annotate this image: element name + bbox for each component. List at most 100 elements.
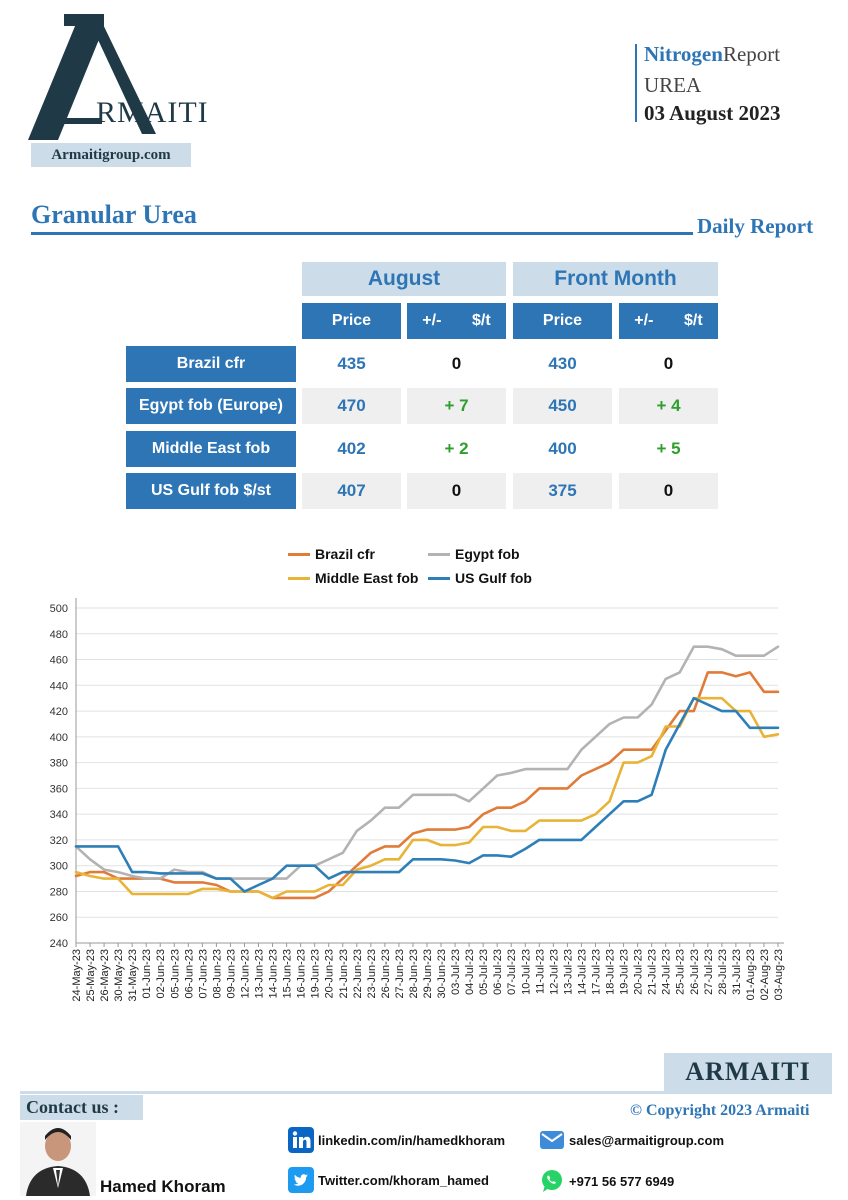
- x-tick-label: 19-Jul-23: [619, 949, 631, 995]
- x-tick-label: 03-Jul-23: [450, 949, 462, 995]
- y-tick-label: 300: [50, 861, 68, 873]
- x-tick-label: 19-Jun-23: [310, 949, 322, 999]
- website-label: Armaitigroup.com: [31, 143, 191, 167]
- x-tick-label: 12-Jun-23: [239, 949, 251, 999]
- x-tick-label: 11-Jul-23: [534, 949, 546, 994]
- y-tick-label: 380: [50, 758, 68, 770]
- twitter-text: Twitter.com/khoram_hamed: [318, 1172, 489, 1188]
- y-tick-label: 260: [50, 912, 68, 924]
- x-tick-label: 06-Jul-23: [492, 949, 504, 995]
- x-tick-label: 05-Jun-23: [169, 949, 181, 999]
- x-tick-label: 04-Jul-23: [464, 949, 476, 995]
- copyright-text: © Copyright 2023 Armaiti: [630, 1102, 810, 1119]
- twitter-link[interactable]: Twitter.com/khoram_hamed: [288, 1167, 489, 1193]
- report-divider: [635, 44, 637, 122]
- x-tick-label: 02-Aug-23: [759, 949, 771, 1000]
- y-tick-label: 440: [50, 680, 68, 692]
- legend-label: US Gulf fob: [455, 570, 532, 586]
- x-tick-label: 23-Jun-23: [366, 949, 378, 999]
- x-tick-label: 27-Jun-23: [394, 949, 406, 999]
- x-tick-label: 03-Aug-23: [773, 949, 785, 1000]
- x-tick-label: 07-Jun-23: [197, 949, 209, 999]
- x-tick-label: 10-Jul-23: [520, 949, 532, 995]
- x-tick-label: 28-Jul-23: [717, 949, 729, 995]
- col-header-change: +/- $/t: [407, 303, 506, 339]
- price-line-chart: 240 260 280 300 320 340 360 380 400 420 440 460 480 5…: [50, 598, 785, 1002]
- y-tick-label: 240: [50, 938, 68, 950]
- aug-price-cell: 407: [302, 473, 401, 509]
- footer-rule: [20, 1091, 832, 1094]
- person-name: Hamed Khoram: [100, 1177, 226, 1196]
- phone-text: +971 56 577 6949: [569, 1173, 675, 1189]
- x-tick-label: 02-Jun-23: [155, 949, 167, 999]
- legend-label: Brazil cfr: [315, 546, 375, 562]
- section-title: Granular Urea: [31, 200, 197, 229]
- report-word-report: Report: [722, 42, 781, 66]
- y-tick-label: 500: [50, 603, 68, 615]
- group-header-front-month: Front Month: [513, 262, 718, 296]
- contact-label: Contact us :: [20, 1095, 143, 1120]
- legend-swatch: [288, 577, 310, 580]
- report-title: NitrogenReport: [644, 42, 780, 67]
- col-header-change: +/- $/t: [619, 303, 718, 339]
- y-tick-label: 420: [50, 706, 68, 718]
- x-tick-label: 20-Jul-23: [633, 949, 645, 995]
- aug-change-cell: + 2: [444, 439, 469, 458]
- y-tick-label: 480: [50, 629, 68, 641]
- aug-price-cell: 402: [337, 439, 366, 458]
- col-header-change-unit: $/t: [684, 312, 703, 329]
- x-tick-label: 14-Jul-23: [576, 949, 588, 995]
- legend-swatch: [288, 553, 310, 556]
- col-header-change-sign: +/-: [634, 312, 654, 329]
- email-link[interactable]: sales@armaitigroup.com: [539, 1127, 724, 1153]
- series-line-us-gulf-fob: [74, 696, 780, 893]
- fm-change-cell: 0: [663, 354, 674, 373]
- x-tick-label: 12-Jul-23: [548, 949, 560, 995]
- x-tick-label: 29-Jun-23: [422, 949, 434, 999]
- section-rule: [31, 232, 693, 235]
- legend-label: Egypt fob: [455, 546, 520, 562]
- report-word-nitrogen: Nitrogen: [644, 42, 723, 66]
- x-tick-label: 25-May-23: [85, 949, 97, 1002]
- linkedin-text: linkedin.com/in/hamedkhoram: [318, 1132, 506, 1148]
- x-tick-label: 15-Jun-23: [282, 949, 294, 999]
- section-subtitle: Daily Report: [697, 214, 814, 238]
- x-tick-label: 01-Aug-23: [745, 949, 757, 1000]
- fm-change-cell: 0: [619, 473, 718, 509]
- x-tick-label: 27-Jul-23: [703, 949, 715, 995]
- row-label: US Gulf fob $/st: [126, 473, 296, 509]
- aug-price-cell: 470: [302, 388, 401, 424]
- group-header-august: August: [302, 262, 506, 296]
- x-tick-label: 13-Jul-23: [562, 949, 574, 995]
- x-tick-label: 26-May-23: [99, 949, 111, 1002]
- col-header-price: Price: [302, 303, 401, 339]
- fm-price-cell: 400: [548, 439, 577, 458]
- col-header-change-sign: +/-: [422, 312, 442, 329]
- col-header-change-unit: $/t: [472, 312, 491, 329]
- footer-brand: ARMAITI: [664, 1053, 832, 1091]
- x-tick-label: 21-Jul-23: [647, 949, 659, 995]
- x-tick-label: 17-Jul-23: [590, 949, 602, 995]
- logo-text: RMAITI: [96, 96, 209, 129]
- col-header-price: Price: [513, 303, 612, 339]
- series-line-middle-east-fob: [74, 696, 780, 900]
- x-tick-label: 14-Jun-23: [268, 949, 280, 999]
- product-name: UREA: [644, 73, 702, 97]
- linkedin-link[interactable]: linkedin.com/in/hamedkhoram: [288, 1127, 505, 1153]
- fm-price-cell: 430: [548, 354, 577, 373]
- person-photo-icon: [20, 1122, 96, 1196]
- row-label: Egypt fob (Europe): [126, 388, 296, 424]
- x-tick-label: 18-Jul-23: [605, 949, 617, 995]
- phone-link[interactable]: +971 56 577 6949: [539, 1168, 674, 1194]
- x-tick-label: 28-Jun-23: [408, 949, 420, 999]
- fm-change-cell: + 4: [619, 388, 718, 424]
- fm-price-cell: 450: [513, 388, 612, 424]
- x-tick-label: 01-Jun-23: [141, 949, 153, 999]
- aug-change-cell: 0: [451, 354, 462, 373]
- email-text: sales@armaitigroup.com: [569, 1132, 725, 1148]
- mail-icon: [539, 1127, 565, 1153]
- x-tick-label: 07-Jul-23: [506, 949, 518, 995]
- fm-price-cell: 375: [513, 473, 612, 509]
- legend-label: Middle East fob: [315, 570, 419, 586]
- x-tick-label: 20-Jun-23: [324, 949, 336, 999]
